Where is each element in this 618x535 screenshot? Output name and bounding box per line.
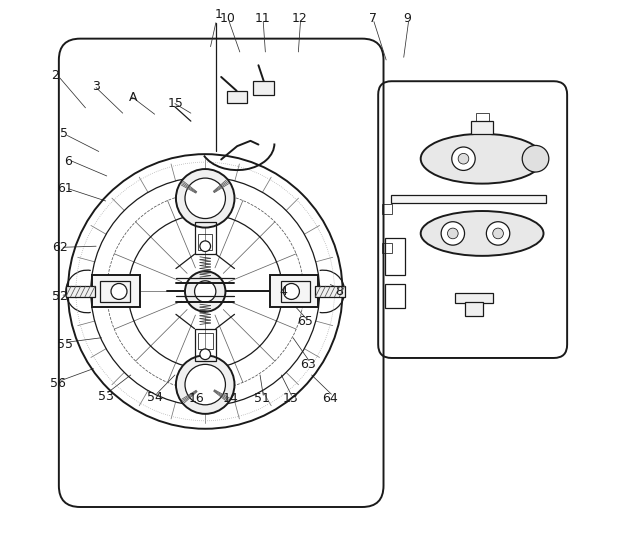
Text: 7: 7: [369, 12, 377, 25]
Bar: [315, 286, 345, 297]
Bar: [270, 276, 318, 308]
Text: 53: 53: [98, 390, 114, 403]
Circle shape: [493, 228, 504, 239]
Bar: [384, 284, 405, 308]
Circle shape: [441, 221, 465, 245]
Bar: [472, 120, 493, 134]
Text: 52: 52: [52, 291, 68, 303]
Bar: [476, 112, 489, 120]
Circle shape: [522, 146, 549, 172]
Bar: [92, 276, 140, 308]
Text: 2: 2: [51, 70, 59, 82]
Circle shape: [195, 281, 216, 302]
Circle shape: [176, 355, 234, 414]
Circle shape: [447, 228, 458, 239]
Bar: [253, 81, 274, 95]
Text: 54: 54: [146, 391, 163, 404]
Circle shape: [111, 284, 127, 300]
Circle shape: [486, 221, 510, 245]
Bar: [227, 91, 247, 103]
Text: 4: 4: [279, 285, 287, 298]
Text: 55: 55: [57, 338, 74, 351]
Text: 51: 51: [254, 392, 270, 405]
Circle shape: [185, 271, 226, 312]
Text: 61: 61: [57, 182, 73, 195]
Text: 62: 62: [52, 241, 68, 254]
Circle shape: [458, 154, 469, 164]
Text: 56: 56: [50, 377, 66, 390]
Circle shape: [284, 284, 299, 300]
Bar: [281, 281, 310, 302]
Ellipse shape: [421, 134, 543, 184]
Text: 1: 1: [214, 8, 222, 21]
Ellipse shape: [421, 211, 543, 256]
Bar: [198, 333, 213, 349]
Text: 14: 14: [222, 392, 238, 405]
Text: 65: 65: [297, 315, 313, 328]
Bar: [465, 302, 483, 317]
Text: 13: 13: [282, 392, 298, 405]
Bar: [391, 195, 546, 203]
Bar: [66, 286, 95, 297]
Text: 3: 3: [92, 80, 100, 93]
Text: 16: 16: [188, 392, 204, 405]
Bar: [100, 281, 130, 302]
Text: 9: 9: [404, 12, 412, 25]
Bar: [195, 222, 216, 254]
Bar: [198, 234, 212, 250]
Circle shape: [452, 147, 475, 171]
Circle shape: [176, 169, 234, 227]
Bar: [383, 204, 392, 214]
Circle shape: [185, 364, 226, 405]
Text: 6: 6: [64, 155, 72, 167]
Text: 12: 12: [292, 12, 307, 25]
Bar: [455, 293, 493, 303]
Circle shape: [185, 178, 226, 218]
Circle shape: [200, 349, 211, 360]
Text: 10: 10: [220, 12, 236, 25]
Bar: [383, 243, 392, 253]
Text: 15: 15: [168, 97, 184, 110]
Text: 11: 11: [254, 12, 270, 25]
Text: A: A: [129, 91, 138, 104]
Text: 63: 63: [300, 358, 316, 371]
Text: 5: 5: [60, 127, 68, 140]
Bar: [195, 328, 216, 361]
Circle shape: [200, 241, 211, 251]
Text: 64: 64: [323, 392, 338, 405]
Bar: [384, 238, 405, 275]
Text: 8: 8: [335, 285, 343, 298]
